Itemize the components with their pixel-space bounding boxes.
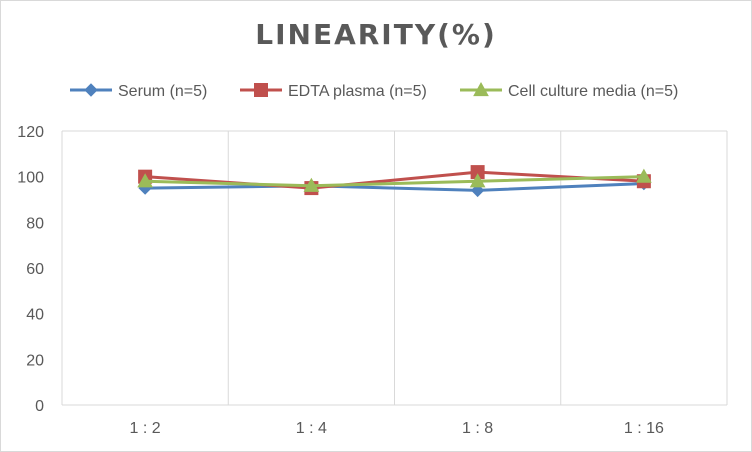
y-tick-label: 60 [26,261,44,278]
legend-label: EDTA plasma (n=5) [288,83,427,100]
chart-title: LINEARITY(%) [255,18,497,51]
data-point [303,177,320,192]
legend-marker [254,83,268,97]
data-point [469,173,486,188]
y-tick-label: 0 [35,398,44,415]
x-tick-label: 1 : 16 [624,420,664,437]
y-tick-label: 80 [26,215,44,232]
x-tick-label: 1 : 4 [296,420,327,437]
y-tick-label: 100 [17,170,44,187]
series-line-1 [145,182,644,192]
legend-label: Serum (n=5) [118,83,207,100]
legend-marker [473,81,489,97]
data-point [470,183,485,198]
x-tick-label: 1 : 8 [462,420,493,437]
x-tick-label: 1 : 2 [130,420,161,437]
y-tick-label: 40 [26,307,44,324]
y-tick-label: 120 [17,124,44,141]
y-tick-label: 20 [26,352,44,369]
series-line-3 [145,175,644,188]
legend-label: Cell culture media (n=5) [508,83,678,100]
legend-marker [84,83,98,97]
data-point [636,168,652,183]
data-point [137,173,153,188]
